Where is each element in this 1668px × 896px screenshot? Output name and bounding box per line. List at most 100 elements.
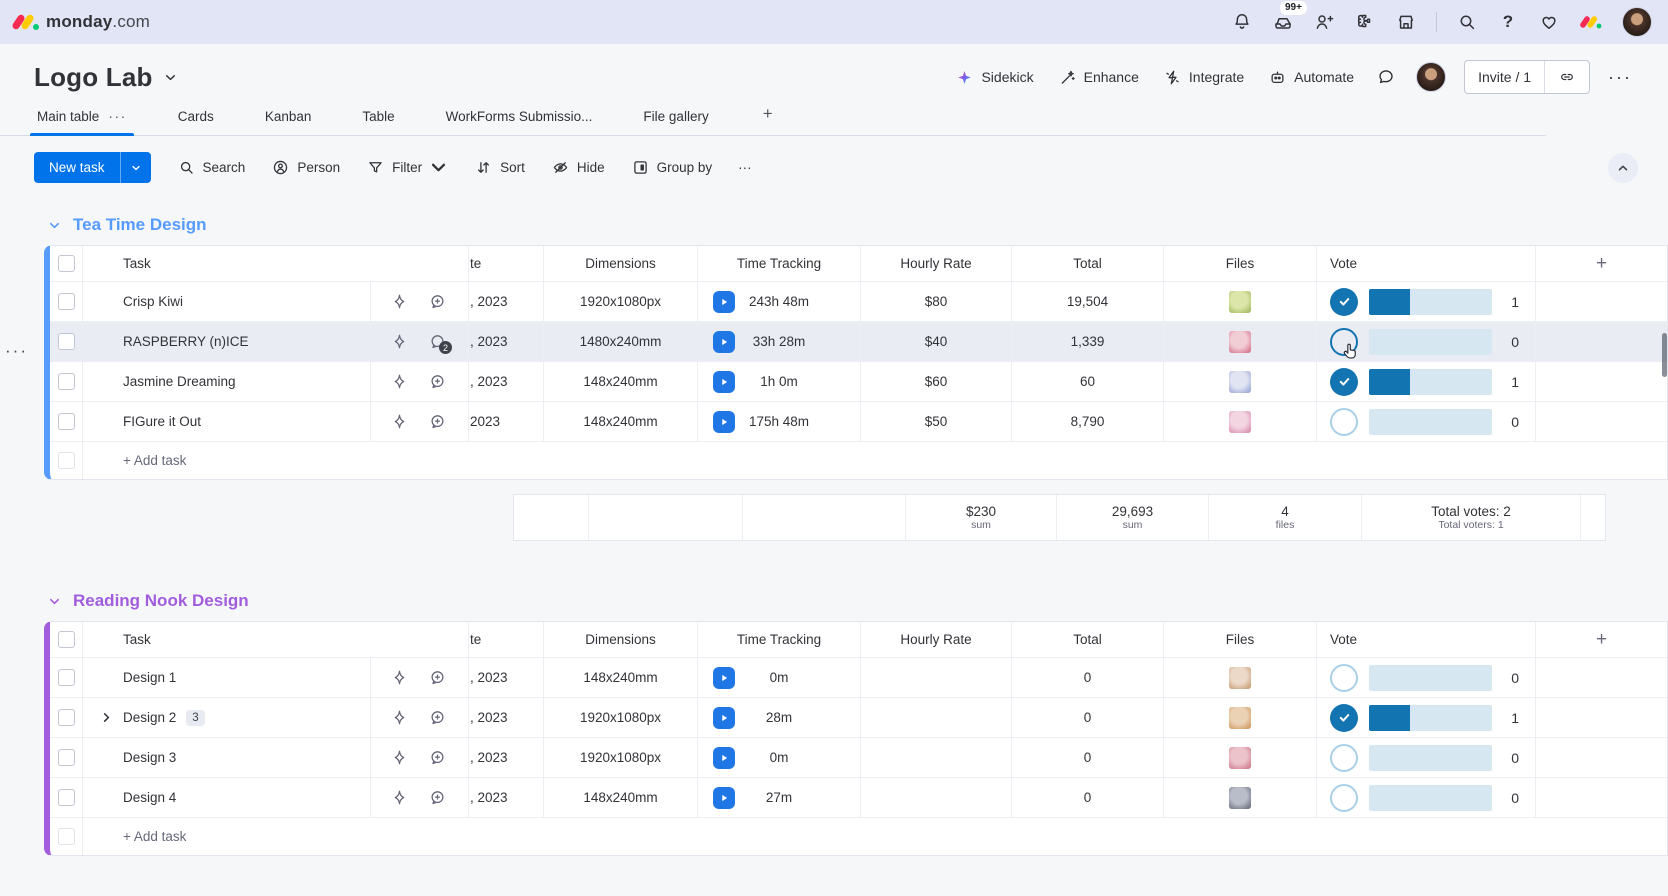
play-button-icon[interactable] bbox=[713, 747, 735, 769]
add-view-button[interactable]: + bbox=[762, 104, 773, 123]
toolbar-filter[interactable]: Filter bbox=[366, 158, 448, 177]
date-cell[interactable]: 2023 bbox=[469, 402, 544, 442]
add-update-button[interactable]: 2 bbox=[428, 332, 452, 354]
hourly-rate-cell[interactable]: $40 bbox=[861, 322, 1012, 362]
search-icon[interactable] bbox=[1456, 11, 1478, 33]
dimensions-cell[interactable]: 1920x1080px bbox=[544, 738, 698, 778]
file-thumbnail[interactable] bbox=[1229, 370, 1251, 393]
row-options-icon[interactable]: ··· bbox=[5, 341, 28, 360]
help-icon[interactable]: ? bbox=[1502, 12, 1514, 31]
add-update-button[interactable] bbox=[428, 708, 447, 727]
column-header-add[interactable]: + bbox=[1536, 622, 1667, 658]
task-cell[interactable]: FIGure it Out bbox=[83, 402, 469, 442]
date-cell[interactable]: , 2023 bbox=[469, 282, 544, 322]
board-more-menu[interactable]: ··· bbox=[1608, 67, 1632, 87]
vote-toggle[interactable] bbox=[1330, 703, 1358, 732]
vote-toggle[interactable] bbox=[1330, 783, 1358, 812]
dimensions-cell[interactable]: 148x240mm bbox=[544, 402, 698, 442]
files-cell[interactable] bbox=[1164, 282, 1317, 322]
tab-main-table[interactable]: Main table ··· bbox=[30, 98, 134, 136]
inbox-icon[interactable]: 99+ bbox=[1272, 1, 1307, 33]
column-header-add[interactable]: + bbox=[1536, 246, 1667, 282]
vote-cell[interactable]: 1 bbox=[1317, 282, 1536, 322]
toolbar-group-by[interactable]: Group by bbox=[631, 158, 712, 177]
date-cell[interactable]: , 2023 bbox=[469, 698, 544, 738]
add-task-row[interactable]: + Add task bbox=[50, 818, 1667, 855]
dimensions-cell[interactable]: 1920x1080px bbox=[544, 282, 698, 322]
toolbar-more-menu[interactable]: ··· bbox=[738, 160, 752, 175]
task-cell[interactable]: Design 4 bbox=[83, 778, 469, 818]
invite-members-icon[interactable] bbox=[1313, 11, 1335, 33]
board-action-sidekick[interactable]: Sidekick bbox=[945, 61, 1043, 94]
invite-button[interactable]: Invite / 1 bbox=[1478, 69, 1532, 85]
date-cell[interactable]: , 2023 bbox=[469, 362, 544, 402]
group-collapse-icon[interactable] bbox=[48, 595, 61, 608]
add-update-button[interactable] bbox=[428, 412, 447, 431]
tab-kanban[interactable]: Kanban bbox=[262, 99, 315, 135]
add-update-button[interactable] bbox=[428, 788, 447, 807]
date-cell[interactable]: , 2023 bbox=[469, 778, 544, 818]
toolbar-hide[interactable]: Hide bbox=[551, 158, 605, 177]
group-header-tea-time-design[interactable]: Tea Time Design bbox=[48, 215, 1668, 235]
group-collapse-icon[interactable] bbox=[48, 219, 61, 232]
monday-logo[interactable]: monday.com bbox=[11, 12, 150, 32]
board-action-automate[interactable]: Automate bbox=[1258, 61, 1364, 94]
ai-sparkle-icon[interactable] bbox=[390, 412, 409, 431]
play-button-icon[interactable] bbox=[713, 371, 735, 393]
bell-icon[interactable] bbox=[1231, 11, 1253, 33]
marketplace-icon[interactable] bbox=[1395, 11, 1417, 33]
add-task-button[interactable]: + Add task bbox=[83, 442, 1667, 479]
tab-workforms-submissio-[interactable]: WorkForms Submissio... bbox=[443, 99, 596, 135]
add-task-button[interactable]: + Add task bbox=[83, 818, 1667, 855]
ai-sparkle-icon[interactable] bbox=[390, 708, 409, 727]
row-checkbox[interactable] bbox=[57, 413, 75, 430]
time-tracking-cell[interactable]: 0m bbox=[698, 738, 861, 778]
monday-product-icon[interactable] bbox=[1579, 14, 1602, 30]
files-cell[interactable] bbox=[1164, 738, 1317, 778]
tab-table[interactable]: Table bbox=[359, 99, 397, 135]
add-task-row[interactable]: + Add task bbox=[50, 442, 1667, 479]
ai-sparkle-icon[interactable] bbox=[390, 668, 409, 687]
files-cell[interactable] bbox=[1164, 778, 1317, 818]
file-thumbnail[interactable] bbox=[1229, 746, 1251, 769]
time-tracking-cell[interactable]: 175h 48m bbox=[698, 402, 861, 442]
time-tracking-cell[interactable]: 27m bbox=[698, 778, 861, 818]
hourly-rate-cell[interactable]: $60 bbox=[861, 362, 1012, 402]
dimensions-cell[interactable]: 1480x240mm bbox=[544, 322, 698, 362]
task-cell[interactable]: RASPBERRY (n)ICE 2 bbox=[83, 322, 469, 362]
date-cell[interactable]: , 2023 bbox=[469, 658, 544, 698]
select-all-checkbox[interactable] bbox=[57, 255, 75, 272]
date-cell[interactable]: , 2023 bbox=[469, 738, 544, 778]
files-cell[interactable] bbox=[1164, 402, 1317, 442]
board-action-enhance[interactable]: Enhance bbox=[1048, 61, 1149, 94]
tab-file-gallery[interactable]: File gallery bbox=[640, 99, 711, 135]
row-checkbox[interactable] bbox=[57, 373, 75, 390]
board-owner-avatar[interactable] bbox=[1416, 62, 1447, 92]
select-all-checkbox[interactable] bbox=[57, 631, 75, 648]
vote-cell[interactable]: 0 bbox=[1317, 322, 1536, 362]
collapse-header-button[interactable] bbox=[1608, 152, 1638, 183]
board-title-button[interactable]: Logo Lab bbox=[34, 62, 178, 93]
user-avatar[interactable] bbox=[1622, 7, 1652, 37]
row-checkbox[interactable] bbox=[57, 709, 75, 726]
play-button-icon[interactable] bbox=[713, 411, 735, 433]
dimensions-cell[interactable]: 148x240mm bbox=[544, 778, 698, 818]
row-checkbox[interactable] bbox=[57, 749, 75, 766]
hourly-rate-cell[interactable] bbox=[861, 738, 1012, 778]
file-thumbnail[interactable] bbox=[1229, 410, 1251, 433]
vote-toggle[interactable] bbox=[1330, 743, 1358, 772]
vote-toggle[interactable] bbox=[1330, 663, 1358, 692]
file-thumbnail[interactable] bbox=[1229, 330, 1251, 353]
toolbar-sort[interactable]: Sort bbox=[474, 158, 525, 177]
task-cell[interactable]: Jasmine Dreaming bbox=[83, 362, 469, 402]
row-checkbox[interactable] bbox=[57, 789, 75, 806]
row-checkbox[interactable] bbox=[57, 293, 75, 310]
ai-sparkle-icon[interactable] bbox=[390, 788, 409, 807]
hourly-rate-cell[interactable] bbox=[861, 778, 1012, 818]
task-cell[interactable]: Design 2 3 bbox=[83, 698, 469, 738]
add-update-button[interactable] bbox=[428, 748, 447, 767]
vote-cell[interactable]: 1 bbox=[1317, 362, 1536, 402]
files-cell[interactable] bbox=[1164, 322, 1317, 362]
ai-sparkle-icon[interactable] bbox=[390, 332, 409, 351]
time-tracking-cell[interactable]: 33h 28m bbox=[698, 322, 861, 362]
